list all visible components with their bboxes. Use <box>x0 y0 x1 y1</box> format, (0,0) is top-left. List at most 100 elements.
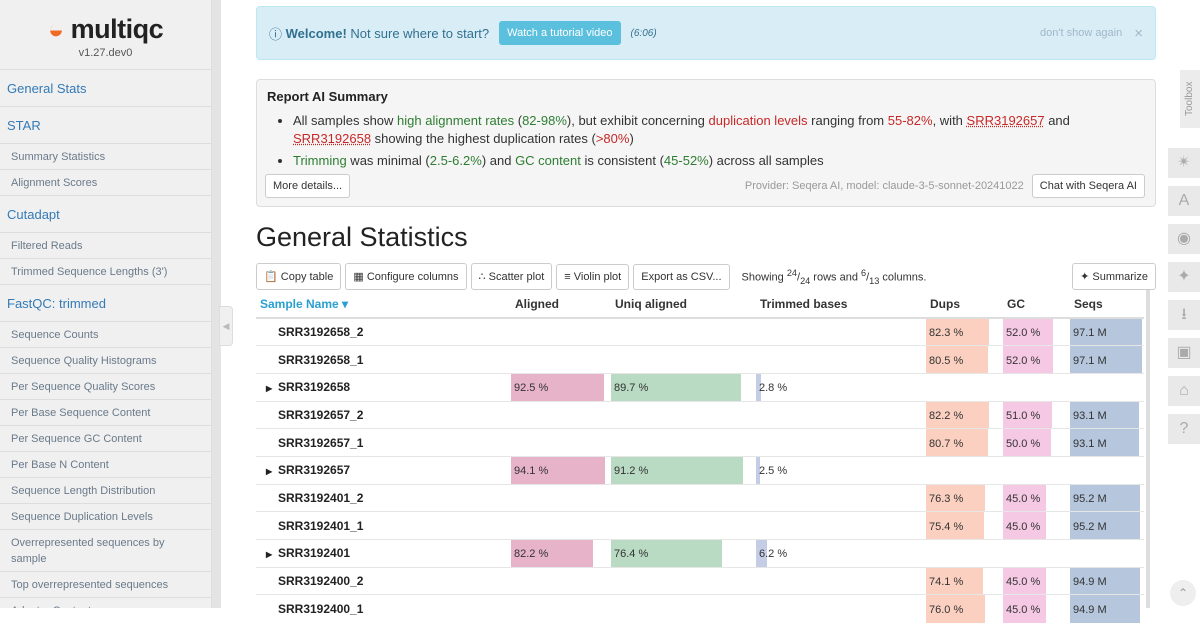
sidebar-item[interactable]: Sequence Length Distribution <box>0 478 211 504</box>
cell-gc: 52.0 % <box>1003 317 1070 346</box>
cell-aligned: 92.5 % <box>511 372 611 402</box>
header-seqs[interactable]: Seqs <box>1070 291 1144 319</box>
sidebar-item[interactable]: Filtered Reads <box>0 233 211 259</box>
copy-table-button[interactable]: 📋 Copy table <box>256 263 342 290</box>
sidebar-item[interactable]: Per Base N Content <box>0 452 211 478</box>
save-icon[interactable]: ▣ <box>1168 338 1200 368</box>
copy-icon: 📋 <box>264 271 278 283</box>
sample-name[interactable]: SRR3192400_2 <box>256 566 511 595</box>
sidebar-item[interactable]: STAR <box>0 107 211 144</box>
expand-icon[interactable]: ▶ <box>266 383 273 393</box>
sidebar-item[interactable]: Top overrepresented sequences <box>0 572 211 598</box>
table-row[interactable]: SRR3192401_2 76.3 % 45.0 % 95.2 M <box>256 483 1144 512</box>
sidebar-item[interactable]: Cutadapt <box>0 196 211 233</box>
table-row[interactable]: SRR3192400_1 76.0 % 45.0 % 94.9 M <box>256 594 1144 623</box>
summarize-button[interactable]: ✦ Summarize <box>1072 263 1156 290</box>
sidebar-item[interactable]: Per Base Sequence Content <box>0 400 211 426</box>
header-uniq-aligned[interactable]: Uniq aligned <box>611 291 756 319</box>
chat-with-seqera-button[interactable]: Chat with Seqera AI <box>1031 174 1145 198</box>
sample-name[interactable]: SRR3192400_1 <box>256 594 511 623</box>
sidebar-item[interactable]: Trimmed Sequence Lengths (3') <box>0 259 211 285</box>
bar-dups <box>926 401 990 429</box>
sample-name[interactable]: SRR3192657_2 <box>256 400 511 429</box>
table-row[interactable]: SRR3192657_1 80.7 % 50.0 % 93.1 M <box>256 428 1144 457</box>
sample-name[interactable]: ▶ SRR3192401 <box>256 539 511 568</box>
cell-aligned <box>511 317 611 346</box>
header-dups[interactable]: Dups <box>926 291 1003 319</box>
sidebar-item[interactable]: Sequence Duplication Levels <box>0 504 211 530</box>
value: 82.2 % <box>514 548 549 561</box>
scroll-to-top-button[interactable]: ⌃ <box>1170 580 1196 606</box>
sample-name[interactable]: SRR3192657_1 <box>256 428 511 457</box>
eye-slash-icon[interactable]: ◉ <box>1168 224 1200 254</box>
sample-name[interactable]: SRR3192658_2 <box>256 317 511 346</box>
close-icon[interactable]: × <box>1134 24 1143 42</box>
bar-seqs <box>1070 512 1141 539</box>
cell-trimmed: 2.8 % <box>756 372 926 402</box>
sidebar-scrollbar[interactable] <box>212 0 221 608</box>
sidebar-item[interactable]: Sequence Quality Histograms <box>0 348 211 374</box>
sidebar-item[interactable]: FastQC: trimmed <box>0 285 211 322</box>
table-row[interactable]: SRR3192658_1 80.5 % 52.0 % 97.1 M <box>256 345 1144 374</box>
bar-seqs <box>1070 346 1142 373</box>
sidebar-item[interactable]: Alignment Scores <box>0 170 211 196</box>
header-gc[interactable]: GC <box>1003 291 1070 319</box>
value: 45.0 % <box>1006 492 1041 505</box>
value: 74.1 % <box>929 576 964 589</box>
sidebar-item[interactable]: Adapter Content <box>0 598 211 608</box>
value: 80.5 % <box>929 354 964 367</box>
violin-plot-button[interactable]: ≡ Violin plot <box>556 263 630 290</box>
sample-name[interactable]: ▶ SRR3192658 <box>256 372 511 402</box>
table-row[interactable]: SRR3192400_2 74.1 % 45.0 % 94.9 M <box>256 566 1144 595</box>
sample-name[interactable]: SRR3192658_1 <box>256 345 511 374</box>
table-row[interactable]: ▶ SRR3192657 94.1 % 91.2 % 2.5 % <box>256 455 1144 485</box>
sample-name[interactable]: SRR3192401_1 <box>256 511 511 540</box>
pin-icon[interactable]: ✴ <box>1168 148 1200 178</box>
value: 97.1 M <box>1073 327 1107 340</box>
sample-link[interactable]: SRR3192657 <box>966 113 1045 128</box>
toolbox-tab[interactable]: Toolbox <box>1180 70 1200 128</box>
expand-icon[interactable]: ▶ <box>266 550 273 559</box>
cell-dups <box>926 372 1003 402</box>
tutorial-video-button[interactable]: Watch a tutorial video <box>499 21 621 45</box>
sample-name[interactable]: ▶ SRR3192657 <box>256 455 511 485</box>
header-aligned[interactable]: Aligned <box>511 291 611 319</box>
dont-show-again-link[interactable]: don't show again <box>1040 27 1123 39</box>
sample-link[interactable]: SRR3192658 <box>293 131 372 146</box>
sidebar-item[interactable]: Per Sequence GC Content <box>0 426 211 452</box>
expand-icon[interactable]: ▶ <box>266 466 273 476</box>
value <box>926 382 929 394</box>
collapse-sidebar-button[interactable]: ◀ <box>219 306 233 346</box>
table-row[interactable]: ▶ SRR3192658 92.5 % 89.7 % 2.8 % <box>256 372 1144 402</box>
value <box>756 604 759 616</box>
cell-seqs: 97.1 M <box>1070 345 1144 374</box>
configure-columns-button[interactable]: ▦ Configure columns <box>345 263 467 290</box>
table-row[interactable]: SRR3192658_2 82.3 % 52.0 % 97.1 M <box>256 317 1144 346</box>
graduation-cap-icon[interactable]: ⌂ <box>1168 376 1200 406</box>
table-row[interactable]: ▶ SRR3192401 82.2 % 76.4 % 6.2 % <box>256 539 1144 568</box>
sample-name[interactable]: SRR3192401_2 <box>256 483 511 512</box>
scatter-plot-button[interactable]: ∴ Scatter plot <box>470 263 553 290</box>
sidebar-item[interactable]: General Stats <box>0 70 211 107</box>
table-row[interactable]: SRR3192401_1 75.4 % 45.0 % 95.2 M <box>256 511 1144 540</box>
more-details-button[interactable]: More details... <box>265 174 351 198</box>
value: 89.7 % <box>614 382 649 395</box>
sparkle-icon[interactable]: ✦ <box>1168 262 1200 292</box>
font-icon[interactable]: A <box>1168 186 1200 216</box>
sidebar-item[interactable]: Overrepresented sequences by sample <box>0 530 211 572</box>
sidebar-item[interactable]: Sequence Counts <box>0 322 211 348</box>
cell-uniq <box>611 428 756 457</box>
download-icon[interactable]: ⭳ <box>1168 300 1200 330</box>
cell-aligned <box>511 400 611 429</box>
bar-gc <box>1003 319 1053 346</box>
logo[interactable]: ◒ multiqc v1.27.dev0 <box>0 0 211 70</box>
export-csv-button[interactable]: Export as CSV... <box>633 263 730 290</box>
header-sample-name[interactable]: Sample Name ▾ <box>256 291 511 319</box>
sidebar-item[interactable]: Per Sequence Quality Scores <box>0 374 211 400</box>
value <box>511 327 514 339</box>
header-trimmed-bases[interactable]: Trimmed bases <box>756 291 926 319</box>
table-row[interactable]: SRR3192657_2 82.2 % 51.0 % 93.1 M <box>256 400 1144 429</box>
sidebar-item[interactable]: Summary Statistics <box>0 144 211 170</box>
help-icon[interactable]: ? <box>1168 414 1200 444</box>
table-scrollbar[interactable] <box>1146 290 1150 608</box>
